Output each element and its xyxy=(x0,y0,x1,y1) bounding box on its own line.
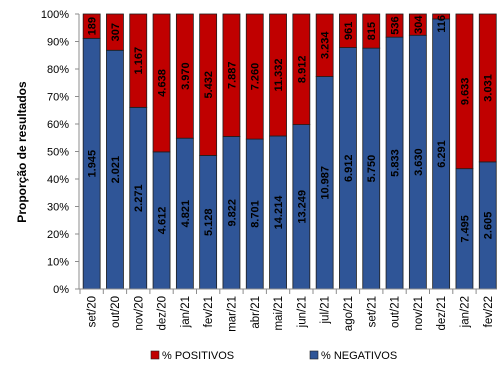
x-tick-label-3: dez/20 xyxy=(157,296,169,331)
data-label-negativos-10: 10.987 xyxy=(320,166,332,200)
legend-swatch-negativos xyxy=(309,350,319,360)
bar-positivos-2 xyxy=(129,13,148,108)
data-label-positivos-1: 307 xyxy=(110,23,122,41)
legend: % POSITIVOS % NEGATIVOS xyxy=(150,350,397,362)
x-tick-label-16: jan/22 xyxy=(459,296,471,328)
data-label-negativos-1: 2.021 xyxy=(110,156,122,184)
y-tick-label-10: 100% xyxy=(41,9,69,21)
data-label-positivos-14: 304 xyxy=(413,15,425,34)
data-label-negativos-13: 5.833 xyxy=(390,149,402,177)
legend-label-positivos: % POSITIVOS xyxy=(162,350,234,362)
y-tick-label-7: 70% xyxy=(47,92,69,104)
data-label-positivos-10: 3.234 xyxy=(320,31,332,59)
bar-positivos-12 xyxy=(362,13,381,49)
bar-positivos-9 xyxy=(292,13,311,125)
y-tick-label-6: 60% xyxy=(47,119,69,131)
x-tick-label-4: jan/21 xyxy=(180,296,192,328)
data-label-positivos-17: 3.031 xyxy=(483,74,495,102)
bar-positivos-3 xyxy=(152,13,171,153)
bar-positivos-4 xyxy=(175,13,194,139)
bar-positivos-15 xyxy=(432,13,451,20)
bar-positivos-14 xyxy=(408,13,427,36)
bar-positivos-0 xyxy=(82,13,101,39)
y-tick-label-0: 0% xyxy=(53,284,69,296)
x-tick-label-8: mai/21 xyxy=(273,296,285,331)
data-label-negativos-7: 8.701 xyxy=(250,200,262,228)
data-label-negativos-16: 7.495 xyxy=(459,215,471,243)
x-tick-label-2: nov/20 xyxy=(133,296,145,331)
x-axis: set/20 out/20 nov/20 dez/20 jan/21 fev/21 mar/… xyxy=(79,288,497,332)
data-label-positivos-0: 189 xyxy=(87,17,99,35)
bar-positivos-13 xyxy=(385,13,404,38)
y-tick-label-3: 30% xyxy=(47,202,69,214)
data-labels: 1.945 189 2.021 307 2.271 1.167 4.612 4.638 4.82… xyxy=(87,15,495,243)
legend-label-negativos: % NEGATIVOS xyxy=(321,350,397,362)
data-label-negativos-2: 2.271 xyxy=(133,184,145,212)
x-tick-label-12: set/21 xyxy=(366,296,378,327)
data-label-negativos-11: 6.912 xyxy=(343,155,355,183)
data-label-negativos-15: 6.291 xyxy=(436,140,448,168)
x-tick-label-10: jul/21 xyxy=(320,296,332,325)
x-tick-label-14: nov/21 xyxy=(413,296,425,331)
bar-positivos-16 xyxy=(455,13,474,170)
data-label-positivos-13: 536 xyxy=(390,16,402,34)
data-label-negativos-9: 13.249 xyxy=(296,190,308,224)
y-tick-label-1: 10% xyxy=(47,257,69,269)
data-label-negativos-4: 4.821 xyxy=(180,200,192,228)
x-tick-label-0: set/20 xyxy=(87,296,99,327)
data-label-negativos-8: 14.214 xyxy=(273,195,285,230)
y-tick-label-9: 90% xyxy=(47,37,69,49)
y-tick-label-2: 20% xyxy=(47,229,69,241)
data-label-positivos-16: 9.633 xyxy=(459,78,471,106)
data-label-negativos-12: 5.750 xyxy=(366,155,378,183)
data-label-positivos-8: 11.332 xyxy=(273,58,285,91)
data-label-positivos-15: 116 xyxy=(436,15,448,33)
y-axis: 0% 10% 20% 30% 40% 50% 60% 70% 80% 90% 100% xyxy=(41,9,80,296)
y-tick-label-5: 50% xyxy=(47,147,69,159)
bars xyxy=(82,13,497,290)
x-tick-label-11: ago/21 xyxy=(343,296,355,331)
x-tick-label-7: abr/21 xyxy=(250,296,262,329)
x-tick-label-9: jun/21 xyxy=(296,296,308,328)
data-label-positivos-4: 3.970 xyxy=(180,62,192,90)
x-tick-label-5: fev/21 xyxy=(203,296,215,327)
legend-swatch-positivos xyxy=(150,350,160,360)
bar-positivos-11 xyxy=(339,13,357,48)
data-label-positivos-9: 8.912 xyxy=(296,56,308,84)
data-label-negativos-17: 2.605 xyxy=(483,212,495,240)
bar-positivos-6 xyxy=(222,13,241,137)
data-label-negativos-3: 4.612 xyxy=(157,207,169,235)
y-axis-title: Proporção de resultados xyxy=(15,81,29,223)
bar-positivos-17 xyxy=(478,13,497,163)
data-label-positivos-5: 5.432 xyxy=(203,71,215,99)
data-label-negativos-0: 1.945 xyxy=(87,150,99,178)
bar-positivos-1 xyxy=(106,13,124,51)
x-tick-label-15: dez/21 xyxy=(436,296,448,331)
data-label-positivos-6: 7.887 xyxy=(226,61,238,89)
x-tick-label-6: mar/21 xyxy=(226,296,238,332)
data-label-positivos-3: 4.638 xyxy=(157,69,169,97)
x-tick-label-17: fev/22 xyxy=(483,296,495,327)
data-label-positivos-2: 1.167 xyxy=(133,47,145,75)
y-tick-label-4: 40% xyxy=(47,174,69,186)
bar-positivos-10 xyxy=(315,13,334,77)
bar-positivos-7 xyxy=(245,13,264,140)
data-label-negativos-5: 5.128 xyxy=(203,208,215,236)
data-label-negativos-6: 9.822 xyxy=(226,199,238,227)
bar-positivos-8 xyxy=(269,13,287,137)
y-tick-label-8: 80% xyxy=(47,64,69,76)
data-label-negativos-14: 3.630 xyxy=(413,148,425,176)
data-label-positivos-12: 815 xyxy=(366,22,378,40)
data-label-positivos-7: 7.260 xyxy=(250,63,262,91)
bar-positivos-5 xyxy=(199,13,218,156)
x-tick-label-1: out/20 xyxy=(110,296,122,328)
x-tick-label-13: out/21 xyxy=(390,296,402,328)
data-label-positivos-11: 961 xyxy=(343,22,355,40)
